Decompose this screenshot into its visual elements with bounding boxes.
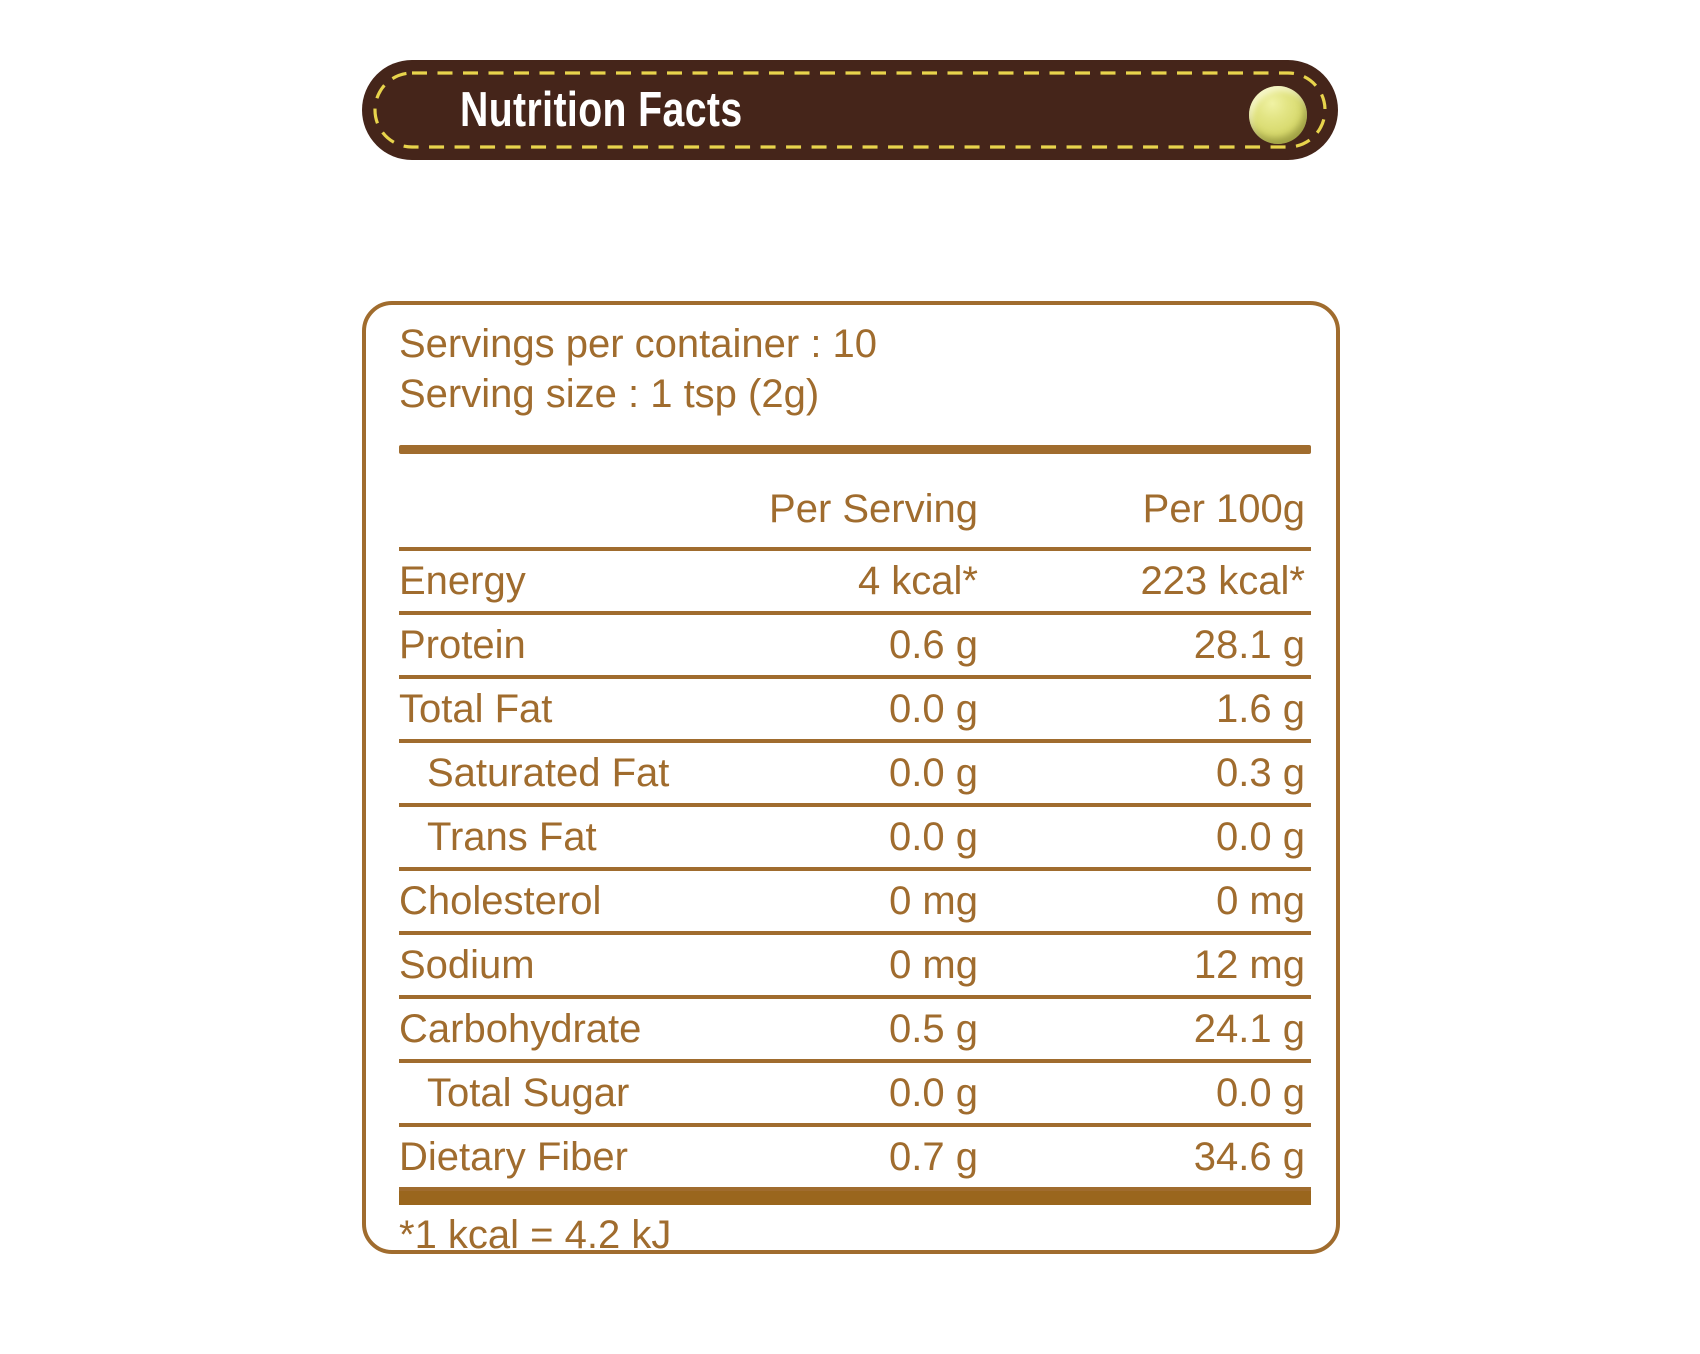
per-100g-value: 0.0 g: [1216, 1070, 1305, 1115]
per-100g-value: 12 mg: [1193, 942, 1305, 987]
per-serving-value: 0.0 g: [889, 814, 978, 859]
per-100g-value: 223 kcal*: [1140, 558, 1305, 603]
per-100g-value: 0 mg: [1216, 878, 1305, 923]
per-serving-value: 4 kcal*: [857, 558, 978, 603]
serving-size-text: Serving size : 1 tsp (2g): [399, 372, 820, 416]
per-100g-value: 24.1 g: [1193, 1006, 1305, 1051]
table-row: Protein 0.6 g 28.1 g: [399, 615, 1311, 679]
per-serving-value: 0.6 g: [889, 622, 978, 667]
table-row: Cholesterol 0 mg 0 mg: [399, 871, 1311, 935]
table-row: Dietary Fiber 0.7 g 34.6 g: [399, 1127, 1311, 1191]
per-serving-value: 0.0 g: [889, 750, 978, 795]
table-row: Saturated Fat 0.0 g 0.3 g: [399, 743, 1311, 807]
nutrition-facts-banner: Nutrition Facts: [362, 60, 1338, 160]
nutrient-name: Total Fat: [399, 686, 553, 731]
per-100g-value: 0.3 g: [1216, 750, 1305, 795]
per-serving-value: 0 mg: [889, 942, 978, 987]
table-row: Total Sugar 0.0 g 0.0 g: [399, 1063, 1311, 1127]
per-100g-value: 28.1 g: [1193, 622, 1305, 667]
per-serving-value: 0.5 g: [889, 1006, 978, 1051]
nutrient-name: Trans Fat: [427, 814, 597, 859]
servings-per-container-text: Servings per container : 10: [399, 322, 878, 366]
table-row: Sodium 0 mg 12 mg: [399, 935, 1311, 999]
nutrient-name: Protein: [399, 622, 526, 667]
table-row: Energy 4 kcal* 223 kcal*: [399, 551, 1311, 615]
per-serving-value: 0.0 g: [889, 686, 978, 731]
per-100g-value: 34.6 g: [1193, 1134, 1305, 1179]
per-100g-value: 1.6 g: [1216, 686, 1305, 731]
column-header-per-100g: Per 100g: [1142, 487, 1305, 531]
table-row: Carbohydrate 0.5 g 24.1 g: [399, 999, 1311, 1063]
snap-circle-icon: [1249, 86, 1307, 144]
per-serving-value: 0 mg: [889, 878, 978, 923]
per-serving-value: 0.7 g: [889, 1134, 978, 1179]
stitch-border-icon: [373, 71, 1327, 149]
nutrient-name: Total Sugar: [427, 1070, 630, 1115]
table-row: Trans Fat 0.0 g 0.0 g: [399, 807, 1311, 871]
nutrient-name: Carbohydrate: [399, 1006, 642, 1051]
nutrient-name: Cholesterol: [399, 878, 602, 923]
nutrient-name: Dietary Fiber: [399, 1134, 628, 1179]
table-header-row: Per Serving Per 100g: [399, 454, 1311, 551]
nutrient-name: Energy: [399, 558, 526, 603]
divider-thick-bottom: [399, 1191, 1311, 1205]
table-row: Total Fat 0.0 g 1.6 g: [399, 679, 1311, 743]
column-header-per-serving: Per Serving: [769, 487, 978, 531]
divider-thick-top: [399, 445, 1311, 454]
per-100g-value: 0.0 g: [1216, 814, 1305, 859]
nutrient-name: Saturated Fat: [427, 750, 670, 795]
nutrient-name: Sodium: [399, 942, 535, 987]
per-serving-value: 0.0 g: [889, 1070, 978, 1115]
banner-title: Nutrition Facts: [460, 83, 743, 137]
nutrition-label-box: Servings per container : 10 Serving size…: [362, 301, 1340, 1257]
kcal-conversion-footnote: *1 kcal = 4.2 kJ: [399, 1213, 672, 1257]
